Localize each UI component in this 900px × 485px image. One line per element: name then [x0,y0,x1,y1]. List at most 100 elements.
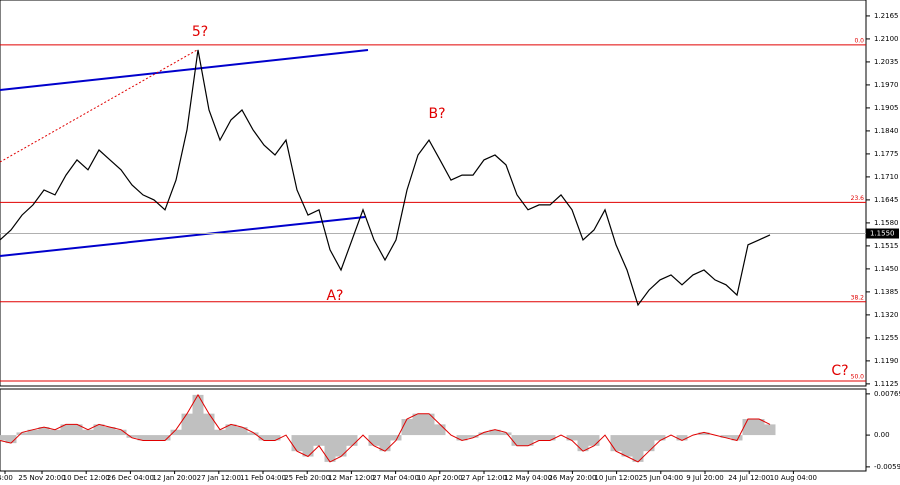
wave-label: A? [326,288,343,304]
osc-bar [588,435,600,446]
osc-bar [225,424,237,436]
osc-bar [489,429,501,436]
y-tick-label: 1.1905 [874,104,899,112]
x-tick-label: 25 Nov 20:00 [18,474,65,482]
osc-bar [632,435,644,462]
osc-bar [115,429,127,436]
osc-bar [0,435,6,441]
x-tick-label: 10 Apr 20:00 [417,474,463,482]
osc-bar [467,435,479,438]
main-panel [0,0,867,387]
osc-bar [577,435,589,452]
y-tick-label: 1.1515 [874,242,899,250]
trend-line [0,49,198,163]
osc-bar [676,435,688,441]
x-tick-label: 12 Mar 12:00 [328,474,375,482]
wave-label: C? [831,363,848,379]
x-tick-label: 11 Feb 04:00 [240,474,286,482]
y-tick-label: 1.1710 [874,173,899,181]
x-tick-label: 9 Jul 20:00 [686,474,724,482]
osc-bar [93,424,105,436]
osc-bar [544,435,556,441]
fibo-label: 0.0 [854,37,864,44]
osc-bar [5,435,17,444]
osc-tick-label: -0.00593 [874,463,900,471]
osc-bar [302,435,314,457]
osc-bar [258,435,270,441]
osc-bar [368,435,380,446]
wave-label: 5? [192,24,208,40]
osc-bar [456,435,468,441]
x-tick-label: 27 Mar 04:00 [372,474,419,482]
osc-bar [38,427,50,436]
osc-bar [159,435,171,441]
osc-bar [16,432,28,436]
y-tick-label: 1.1840 [874,127,899,135]
price-line [0,49,771,307]
fibo-label: 38.2 [851,294,865,301]
osc-bar [269,435,281,441]
osc-bar [500,432,512,436]
y-tick-label: 1.1385 [874,288,899,296]
osc-bar [126,435,138,438]
x-tick-label: 27 Apr 12:00 [461,474,507,482]
osc-bar [742,419,754,436]
osc-bar [731,435,743,441]
osc-bar [621,435,633,457]
osc-bar [27,429,39,436]
fibo-label: 50.0 [851,374,865,381]
osc-bar [390,435,402,441]
y-tick-label: 1.1320 [874,311,899,319]
osc-bar [423,413,435,436]
osc-bar [137,435,149,441]
osc-bar [401,419,413,436]
osc-bar [324,435,336,462]
osc-bar [720,435,732,438]
y-tick-label: 1.1190 [874,357,899,365]
osc-bar [764,424,776,436]
y-tick-label: 1.1970 [874,81,899,89]
osc-bar [346,435,358,446]
x-tick-label: 10 Dec 12:00 [63,474,110,482]
osc-bar [753,419,765,436]
y-tick-label: 1.1255 [874,334,899,342]
osc-bar [313,435,325,446]
x-tick-label: 25 Jun 04:00 [639,474,683,482]
y-tick-label: 1.2100 [874,35,899,43]
x-tick-label: 24 Jul 12:00 [728,474,770,482]
x-tick-label: 12 Jan 20:00 [152,474,196,482]
osc-bar [203,413,215,436]
osc-tick-label: 0.00 [874,431,890,439]
osc-bar [533,435,545,441]
osc-bar [181,413,193,436]
osc-bar [71,424,83,436]
osc-bar [522,435,534,446]
osc-bar [566,435,578,441]
x-tick-label: 27 Jan 12:00 [197,474,241,482]
channel-line [0,49,369,91]
osc-bar [104,427,116,436]
y-tick-label: 1.1645 [874,196,899,204]
osc-bar [291,435,303,452]
osc-bar [379,435,391,452]
osc-bar [60,424,72,436]
y-tick-label: 1.1580 [874,219,899,227]
x-tick-label: 25 Feb 20:00 [284,474,330,482]
osc-bar [478,432,490,436]
osc-bar [610,435,622,452]
x-tick-label: 26 Dec 04:00 [107,474,154,482]
osc-bar [49,429,61,436]
osc-bar [170,429,182,436]
osc-bar [192,394,204,436]
y-tick-label: 1.1775 [874,150,899,158]
osc-bar [698,432,710,436]
wave-label: B? [428,106,445,122]
y-tick-label: 1.1125 [874,380,899,388]
current-price-box [866,228,899,239]
x-tick-label: 4:00 [0,474,13,482]
osc-bar [654,435,666,441]
osc-bar [82,429,94,436]
osc-bar [412,413,424,436]
y-tick-label: 1.1450 [874,265,899,273]
